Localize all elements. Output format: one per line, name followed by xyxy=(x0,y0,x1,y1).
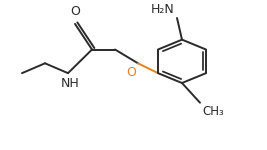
Text: O: O xyxy=(126,66,136,79)
Text: O: O xyxy=(70,5,80,18)
Text: NH: NH xyxy=(61,77,79,90)
Text: CH₃: CH₃ xyxy=(202,105,224,118)
Text: H₂N: H₂N xyxy=(151,3,175,16)
